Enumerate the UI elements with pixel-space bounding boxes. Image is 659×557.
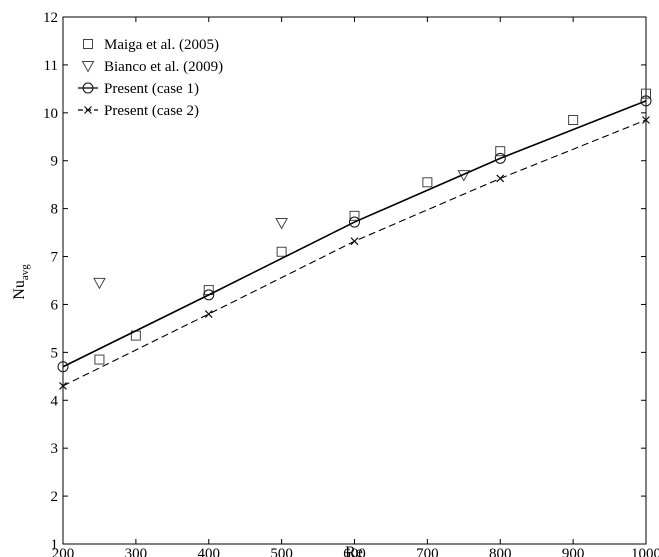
series-2-point-3 bbox=[494, 152, 506, 164]
legend-marker-1 bbox=[81, 61, 95, 73]
legend-entry-1: Bianco et al. (2009) bbox=[81, 59, 223, 75]
y-axis-title-sub: avg bbox=[19, 264, 31, 280]
legend-label-0: Maiga et al. (2005) bbox=[104, 37, 219, 53]
series-3 bbox=[59, 116, 650, 390]
y-tick-label-0: 1 bbox=[51, 537, 59, 553]
y-tick-label-2: 3 bbox=[51, 441, 59, 457]
legend-label-1: Bianco et al. (2009) bbox=[104, 59, 223, 75]
series-3-point-1 bbox=[204, 310, 213, 318]
series-0-point-7 bbox=[568, 115, 579, 126]
series-layer bbox=[57, 88, 652, 390]
series-0-point-0 bbox=[94, 354, 105, 365]
y-tick-label-10: 11 bbox=[44, 58, 58, 74]
series-2-point-0 bbox=[57, 361, 69, 373]
series-2-point-4 bbox=[640, 95, 652, 107]
series-0 bbox=[94, 88, 651, 365]
y-tick-label-4: 5 bbox=[51, 345, 59, 361]
series-2 bbox=[57, 95, 652, 373]
x-tick-label-8: 1000 bbox=[631, 546, 659, 557]
series-3-point-2 bbox=[350, 237, 359, 246]
series-1 bbox=[93, 170, 471, 290]
y-axis-title-main: Nu bbox=[11, 280, 28, 300]
legend-marker-3 bbox=[84, 106, 92, 114]
axis-ticks: 200 300 400 500 600 700 800 900 1000123456789101… bbox=[43, 10, 659, 557]
series-3-point-0 bbox=[59, 381, 67, 390]
series-1-point-0 bbox=[93, 277, 106, 290]
series-2-point-2 bbox=[349, 216, 360, 228]
y-tick-label-5: 6 bbox=[51, 297, 59, 313]
y-axis-title: Nuavg bbox=[11, 264, 31, 300]
y-tick-label-6: 7 bbox=[51, 250, 59, 266]
series-3-point-3 bbox=[496, 174, 505, 183]
series-2-point-1 bbox=[203, 289, 215, 301]
y-tick-label-9: 10 bbox=[43, 106, 58, 122]
x-tick-label-4: 600 bbox=[343, 546, 366, 557]
series-0-point-3 bbox=[276, 246, 287, 257]
y-tick-label-3: 4 bbox=[51, 393, 59, 409]
y-tick-label-11: 12 bbox=[43, 10, 58, 26]
x-tick-label-3: 500 bbox=[270, 546, 293, 557]
legend: Maiga et al. (2005) Bianco et al. (2009) P… bbox=[78, 37, 223, 119]
series-0-point-6 bbox=[495, 146, 506, 157]
x-axis-title: Re bbox=[345, 544, 363, 557]
x-tick-label-7: 900 bbox=[562, 546, 585, 557]
series-0-point-5 bbox=[422, 177, 433, 188]
legend-entry-0: Maiga et al. (2005) bbox=[83, 37, 219, 53]
series-0-point-8 bbox=[641, 88, 651, 99]
x-tick-label-5: 700 bbox=[416, 546, 439, 557]
legend-entry-2: Present (case 1) bbox=[78, 81, 199, 97]
y-tick-label-8: 9 bbox=[51, 154, 59, 170]
legend-label-3: Present (case 2) bbox=[104, 103, 199, 119]
x-tick-label-6: 800 bbox=[489, 546, 512, 557]
x-tick-label-1: 300 bbox=[125, 546, 148, 557]
series-0-point-4 bbox=[349, 210, 360, 221]
series-3-line bbox=[62, 119, 647, 387]
x-tick-label-2: 400 bbox=[198, 546, 221, 557]
y-tick-label-1: 2 bbox=[51, 489, 59, 505]
series-2-line bbox=[62, 100, 647, 368]
legend-label-2: Present (case 1) bbox=[104, 81, 199, 97]
y-tick-label-7: 8 bbox=[51, 202, 59, 218]
series-1-point-1 bbox=[275, 218, 288, 230]
series-3-point-4 bbox=[642, 116, 650, 124]
legend-marker-0 bbox=[83, 39, 93, 49]
x-tick-label-0: 200 bbox=[52, 546, 75, 557]
legend-marker-2 bbox=[82, 82, 94, 94]
legend-entry-3: Present (case 2) bbox=[78, 103, 199, 119]
